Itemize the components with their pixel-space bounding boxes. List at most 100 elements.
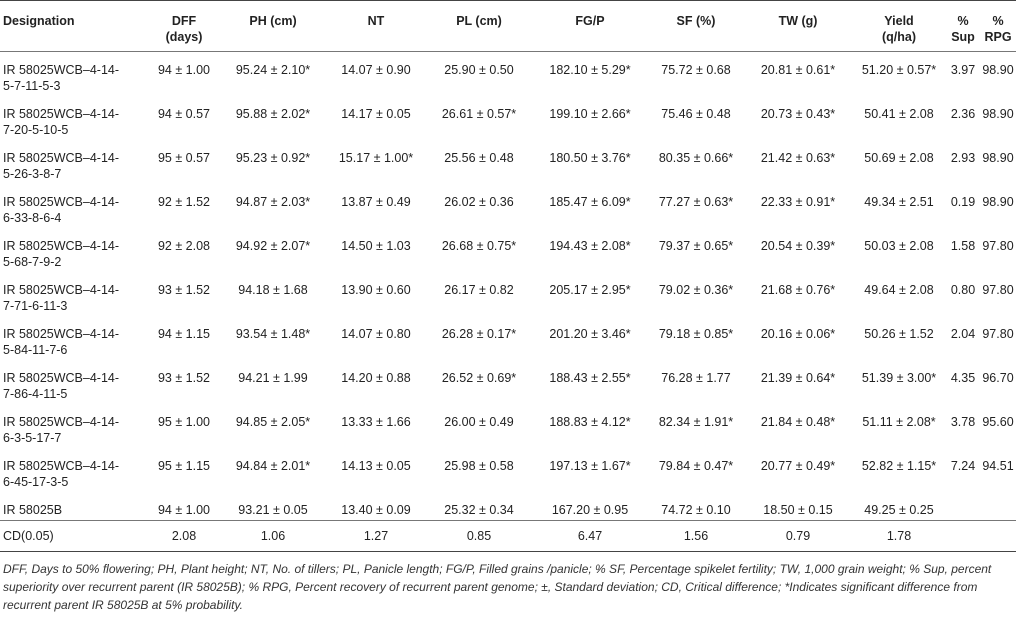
table-row: IR 58025WCB–4-14- 6-3-5-17-7 95 ± 1.00 94.8… — [0, 404, 1016, 448]
cd-row: CD(0.05) 2.08 1.06 1.27 0.85 6.47 1.56 0.79 1.78 — [0, 521, 1016, 552]
designation-cell: IR 58025WCB–4-14- 6-45-17-3-5 — [3, 459, 120, 489]
table-cell: 95.23 ± 0.92* — [235, 151, 311, 165]
table-cell: 95 ± 1.00 — [157, 415, 211, 429]
table-cell: 13.33 ± 1.66 — [341, 415, 411, 429]
table-cell: 50.69 ± 2.08 — [864, 151, 934, 165]
table-cell: 14.07 ± 0.90 — [341, 63, 411, 77]
table-cell: 2.93 — [950, 151, 976, 165]
column-header-text: % — [957, 14, 969, 28]
table-cell: 7.24 — [950, 459, 976, 473]
column-header-text: Sup — [951, 30, 975, 44]
table-cell: 93.21 ± 0.05 — [238, 503, 308, 517]
table-cell: 194.43 ± 2.08* — [549, 239, 631, 253]
table-cell: 180.50 ± 3.76* — [549, 151, 631, 165]
designation-cell: IR 58025WCB–4-14- 7-71-6-11-3 — [3, 283, 120, 313]
designation-cell: IR 58025WCB–4-14- 7-20-5-10-5 — [3, 107, 120, 137]
table-cell: 21.84 ± 0.48* — [760, 415, 836, 429]
table-cell: 26.02 ± 0.36 — [444, 195, 514, 209]
table-cell: 94.84 ± 2.01* — [235, 459, 311, 473]
table-cell: 49.25 ± 0.25 — [864, 503, 934, 517]
table-cell: 25.90 ± 0.50 — [444, 63, 514, 77]
table-cell: 26.52 ± 0.69* — [441, 371, 517, 385]
table-cell: 94.87 ± 2.03* — [235, 195, 311, 209]
table-cell: 20.81 ± 0.61* — [760, 63, 836, 77]
table-cell: 26.61 ± 0.57* — [441, 107, 517, 121]
column-header-text: FG/P — [575, 14, 605, 28]
table-cell: 94 ± 1.00 — [157, 503, 211, 517]
column-header: Yield (q/ha) — [852, 1, 946, 52]
table-cell: 21.42 ± 0.63* — [760, 151, 836, 165]
table-cell: 14.13 ± 0.05 — [341, 459, 411, 473]
table-row: IR 58025WCB–4-14- 5-68-7-9-2 92 ± 2.08 94.9… — [0, 228, 1016, 272]
table-cell: 49.34 ± 2.51 — [864, 195, 934, 209]
column-header: PL (cm) — [426, 1, 532, 52]
table-cell: 76.28 ± 1.77 — [661, 371, 731, 385]
table-cell: 98.90 — [982, 195, 1014, 209]
table-cell: 14.50 ± 1.03 — [341, 239, 411, 253]
table-cell: 80.35 ± 0.66* — [658, 151, 734, 165]
table-row: IR 58025WCB–4-14- 6-45-17-3-5 95 ± 1.15 94.… — [0, 448, 1016, 492]
table-cell: 92 ± 1.52 — [157, 195, 211, 209]
table-cell: 98.90 — [982, 151, 1014, 165]
table-row: IR 58025WCB–4-14- 7-86-4-11-5 93 ± 1.52 94.… — [0, 360, 1016, 404]
table-cell: 50.03 ± 2.08 — [864, 239, 934, 253]
table-cell: 94.21 ± 1.99 — [238, 371, 308, 385]
table-cell: 18.50 ± 0.15 — [763, 503, 833, 517]
table-cell: 96.70 — [982, 371, 1014, 385]
column-header: TW (g) — [744, 1, 852, 52]
table-cell: 94.85 ± 2.05* — [235, 415, 311, 429]
designation-cell: IR 58025WCB–4-14- 5-26-3-8-7 — [3, 151, 120, 181]
table-cell: 25.98 ± 0.58 — [444, 459, 514, 473]
table-cell — [946, 521, 980, 552]
column-header-text: PH (cm) — [249, 14, 297, 28]
table-cell: 2.36 — [950, 107, 976, 121]
control-row: IR 58025B 94 ± 1.00 93.21 ± 0.05 13.40 ± 0.… — [0, 492, 1016, 521]
table-cell: 0.80 — [950, 283, 976, 297]
table-cell: 3.97 — [950, 63, 976, 77]
table-cell: 98.90 — [982, 107, 1014, 121]
table-cell: 0.85 — [466, 529, 492, 543]
designation-cell: IR 58025WCB–4-14- 6-3-5-17-7 — [3, 415, 120, 445]
table-row: IR 58025WCB–4-14- 5-84-11-7-6 94 ± 1.15 93.… — [0, 316, 1016, 360]
column-header-text: PL (cm) — [456, 14, 502, 28]
column-header: % RPG — [980, 1, 1016, 52]
table-cell: 95.60 — [982, 415, 1014, 429]
table-cell: 2.08 — [171, 529, 197, 543]
table-cell: 1.56 — [683, 529, 709, 543]
table-cell: 75.72 ± 0.68 — [661, 63, 731, 77]
table-cell: 52.82 ± 1.15* — [861, 459, 937, 473]
table-cell: 93 ± 1.52 — [157, 371, 211, 385]
table-cell: 185.47 ± 6.09* — [549, 195, 631, 209]
table-header-row: Designation DFF (days) PH (cm) NT PL (cm) FG/P… — [0, 0, 1016, 52]
designation-cell: IR 58025WCB–4-14- 5-68-7-9-2 — [3, 239, 120, 269]
column-header: PH (cm) — [220, 1, 326, 52]
table-cell: 22.33 ± 0.91* — [760, 195, 836, 209]
table-cell: 1.27 — [363, 529, 389, 543]
table-row: IR 58025WCB–4-14- 7-20-5-10-5 94 ± 0.57 95.… — [0, 96, 1016, 140]
column-header: FG/P — [532, 1, 648, 52]
table-cell: 14.17 ± 0.05 — [341, 107, 411, 121]
column-header: % Sup — [946, 1, 980, 52]
table-cell — [980, 492, 1016, 521]
table-cell: 94.51 — [982, 459, 1014, 473]
table-cell: 82.34 ± 1.91* — [658, 415, 734, 429]
table-cell: 13.87 ± 0.49 — [341, 195, 411, 209]
table-cell: 14.07 ± 0.80 — [341, 327, 411, 341]
designation-cell: IR 58025WCB–4-14- 5-84-11-7-6 — [3, 327, 120, 357]
table-cell: 97.80 — [982, 327, 1014, 341]
designation-cell: IR 58025WCB–4-14- 6-33-8-6-4 — [3, 195, 120, 225]
designation-cell: IR 58025WCB–4-14- 7-86-4-11-5 — [3, 371, 120, 401]
table-cell: 205.17 ± 2.95* — [549, 283, 631, 297]
table-cell: 51.11 ± 2.08* — [862, 415, 936, 429]
table-cell: 188.83 ± 4.12* — [549, 415, 631, 429]
table-cell: 97.80 — [982, 239, 1014, 253]
table-cell: 74.72 ± 0.10 — [661, 503, 731, 517]
table-row: IR 58025WCB–4-14- 5-26-3-8-7 95 ± 0.57 95.2… — [0, 140, 1016, 184]
column-header-text: % — [992, 14, 1004, 28]
table-cell: 97.80 — [982, 283, 1014, 297]
table-cell: 94.92 ± 2.07* — [235, 239, 311, 253]
table-cell: 51.20 ± 0.57* — [861, 63, 937, 77]
table-cell: 94.18 ± 1.68 — [238, 283, 308, 297]
table-cell: 26.00 ± 0.49 — [444, 415, 514, 429]
table-cell: 167.20 ± 0.95 — [551, 503, 629, 517]
